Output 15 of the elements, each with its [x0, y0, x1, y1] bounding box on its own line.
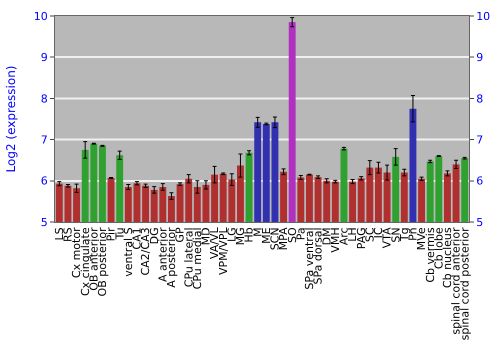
y-tick-label: 9 [40, 51, 48, 64]
y-tick-label: 8 [40, 92, 48, 106]
y2-tick-label: 8 [476, 92, 484, 106]
y-axis-title: Log2 (expression) [4, 66, 18, 172]
y-tick-label: 7 [40, 133, 48, 146]
y2-tick-label: 10 [476, 10, 490, 23]
y-tick-label: 10 [34, 10, 48, 23]
y2-tick-label: 9 [476, 51, 484, 64]
y-tick-label: 5 [40, 216, 48, 229]
x-tick-label: OB posterior [96, 226, 110, 296]
y2-tick-label: 6 [476, 174, 484, 188]
y-tick-label: 6 [40, 174, 48, 188]
x-tick-label: A posterior [165, 226, 178, 288]
y2-tick-label: 5 [476, 216, 484, 229]
y2-tick-label: 7 [476, 133, 484, 146]
